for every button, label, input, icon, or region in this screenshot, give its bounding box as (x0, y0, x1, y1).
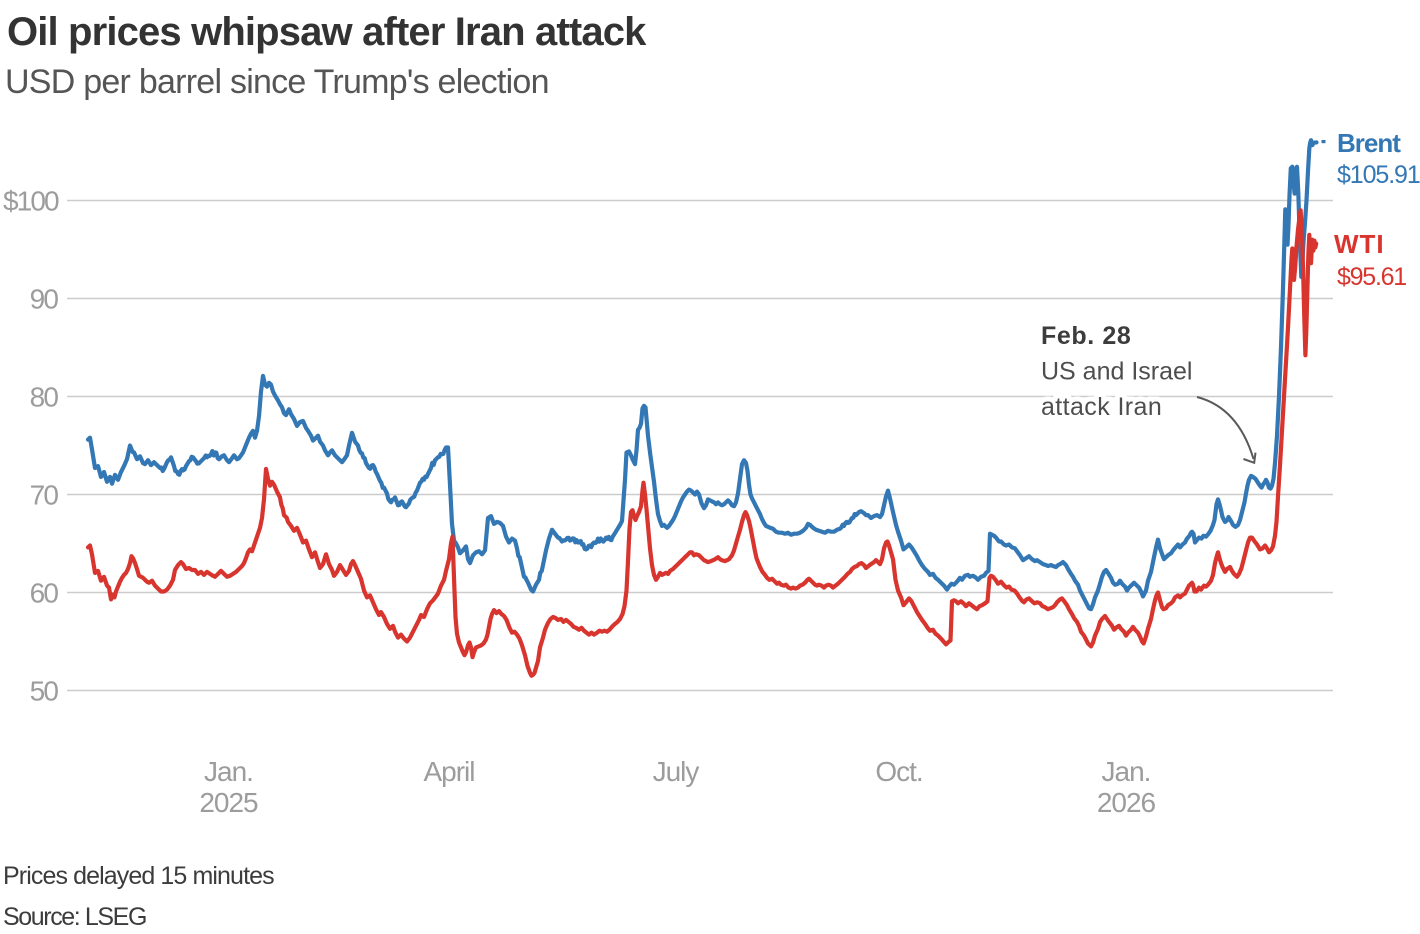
svg-text:Prices delayed 15 minutes: Prices delayed 15 minutes (3, 862, 274, 890)
svg-text:50: 50 (30, 676, 59, 707)
svg-text:USD per barrel since Trump's e: USD per barrel since Trump's election (5, 63, 549, 101)
svg-text:$105.91: $105.91 (1337, 161, 1420, 189)
svg-text:$95.61: $95.61 (1337, 263, 1406, 291)
svg-text:April: April (423, 756, 474, 787)
svg-text:Jan.: Jan. (1102, 756, 1151, 787)
svg-text:2025: 2025 (199, 787, 258, 818)
svg-text:attack Iran: attack Iran (1041, 393, 1162, 421)
svg-text:Jan.: Jan. (204, 756, 253, 787)
svg-text:WTI: WTI (1334, 229, 1385, 259)
svg-text:July: July (653, 756, 700, 787)
svg-text:2026: 2026 (1097, 787, 1156, 818)
svg-text:Oct.: Oct. (875, 756, 922, 787)
svg-text:80: 80 (30, 382, 59, 413)
svg-text:$100: $100 (3, 186, 59, 217)
svg-text:Feb. 28: Feb. 28 (1041, 322, 1131, 350)
svg-text:90: 90 (30, 284, 59, 315)
svg-text:US and Israel: US and Israel (1041, 358, 1192, 386)
svg-text:70: 70 (30, 480, 59, 511)
svg-text:Oil prices whipsaw after Iran: Oil prices whipsaw after Iran attack (7, 10, 647, 54)
svg-text:60: 60 (30, 578, 59, 609)
svg-text:Brent: Brent (1337, 128, 1401, 158)
svg-text:Source: LSEG: Source: LSEG (3, 903, 146, 931)
